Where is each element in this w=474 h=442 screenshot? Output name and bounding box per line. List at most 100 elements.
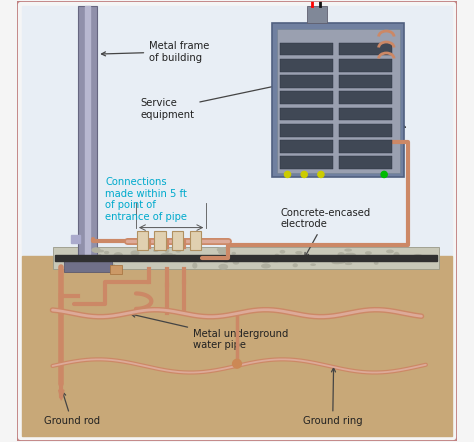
Ellipse shape — [304, 256, 312, 262]
Ellipse shape — [386, 250, 394, 253]
Bar — [64, 256, 112, 271]
Ellipse shape — [110, 255, 116, 260]
Circle shape — [381, 171, 387, 178]
Ellipse shape — [98, 250, 104, 252]
Bar — [85, 6, 91, 260]
Ellipse shape — [114, 252, 123, 258]
Text: Concrete-encased
electrode: Concrete-encased electrode — [281, 208, 371, 257]
Ellipse shape — [274, 254, 279, 258]
Bar — [280, 91, 333, 104]
Text: Metal frame
of building: Metal frame of building — [101, 41, 210, 62]
Bar — [272, 23, 404, 177]
Ellipse shape — [223, 258, 229, 263]
Ellipse shape — [261, 263, 271, 268]
Ellipse shape — [410, 257, 420, 260]
Bar — [339, 91, 392, 104]
Text: Service
equipment: Service equipment — [140, 84, 277, 120]
Ellipse shape — [272, 259, 280, 263]
Bar — [277, 29, 400, 173]
Bar — [339, 156, 392, 169]
Ellipse shape — [161, 253, 170, 258]
Bar — [22, 6, 452, 256]
Bar — [190, 231, 201, 251]
Ellipse shape — [175, 248, 182, 252]
Text: Grounding
electrode
conductor: Grounding electrode conductor — [347, 98, 405, 131]
Ellipse shape — [344, 248, 352, 251]
Ellipse shape — [106, 256, 112, 261]
Bar — [339, 75, 392, 88]
Ellipse shape — [336, 258, 346, 264]
Bar — [280, 124, 333, 137]
Ellipse shape — [73, 257, 80, 260]
Ellipse shape — [165, 253, 173, 258]
Ellipse shape — [331, 261, 342, 264]
Ellipse shape — [192, 263, 197, 269]
Ellipse shape — [172, 254, 177, 260]
Ellipse shape — [233, 260, 239, 265]
Ellipse shape — [93, 250, 100, 253]
Ellipse shape — [153, 249, 158, 252]
Ellipse shape — [104, 263, 115, 267]
Bar — [339, 59, 392, 72]
Bar — [280, 156, 333, 169]
Bar — [71, 235, 80, 243]
Ellipse shape — [130, 250, 139, 255]
Circle shape — [318, 171, 324, 178]
Bar — [22, 256, 452, 436]
Bar — [172, 231, 183, 251]
Bar — [280, 75, 333, 88]
Ellipse shape — [217, 247, 227, 252]
Text: Connections
made within 5 ft
of point of
entrance of pipe: Connections made within 5 ft of point of… — [105, 177, 187, 222]
Ellipse shape — [345, 262, 352, 265]
Circle shape — [233, 359, 241, 368]
Bar — [339, 140, 392, 153]
Bar — [155, 231, 166, 251]
Ellipse shape — [365, 251, 372, 255]
Ellipse shape — [218, 251, 227, 254]
Ellipse shape — [347, 253, 356, 258]
Bar — [339, 108, 392, 120]
Ellipse shape — [261, 258, 271, 263]
Bar — [280, 140, 333, 153]
Text: Metal underground
water pipe: Metal underground water pipe — [131, 313, 289, 350]
Ellipse shape — [65, 263, 74, 268]
Ellipse shape — [236, 256, 246, 261]
Ellipse shape — [91, 247, 101, 253]
Polygon shape — [59, 390, 64, 400]
Ellipse shape — [64, 261, 69, 266]
Ellipse shape — [337, 252, 345, 257]
Ellipse shape — [219, 264, 228, 270]
Ellipse shape — [228, 255, 233, 259]
Bar — [137, 231, 148, 251]
Bar — [339, 43, 392, 55]
Ellipse shape — [345, 253, 352, 256]
Bar — [280, 59, 333, 72]
Ellipse shape — [118, 256, 124, 261]
Ellipse shape — [342, 257, 352, 262]
Ellipse shape — [295, 251, 302, 255]
Bar — [339, 124, 392, 137]
Circle shape — [301, 171, 307, 178]
Ellipse shape — [280, 250, 285, 254]
Text: Ground ring: Ground ring — [303, 368, 363, 427]
Ellipse shape — [374, 261, 379, 265]
Ellipse shape — [178, 259, 185, 262]
Bar — [280, 43, 333, 55]
Bar — [307, 6, 327, 23]
Ellipse shape — [105, 256, 112, 262]
Ellipse shape — [102, 256, 111, 261]
Circle shape — [284, 171, 291, 178]
Ellipse shape — [412, 254, 423, 259]
Ellipse shape — [231, 252, 236, 255]
Ellipse shape — [393, 252, 400, 258]
Ellipse shape — [97, 254, 102, 260]
Text: Ground rod: Ground rod — [44, 392, 100, 427]
Bar — [55, 255, 437, 261]
Ellipse shape — [292, 255, 300, 259]
Ellipse shape — [301, 259, 311, 262]
Ellipse shape — [168, 255, 177, 262]
Ellipse shape — [104, 251, 109, 254]
Ellipse shape — [343, 254, 349, 257]
Ellipse shape — [310, 263, 316, 266]
Ellipse shape — [165, 248, 169, 253]
